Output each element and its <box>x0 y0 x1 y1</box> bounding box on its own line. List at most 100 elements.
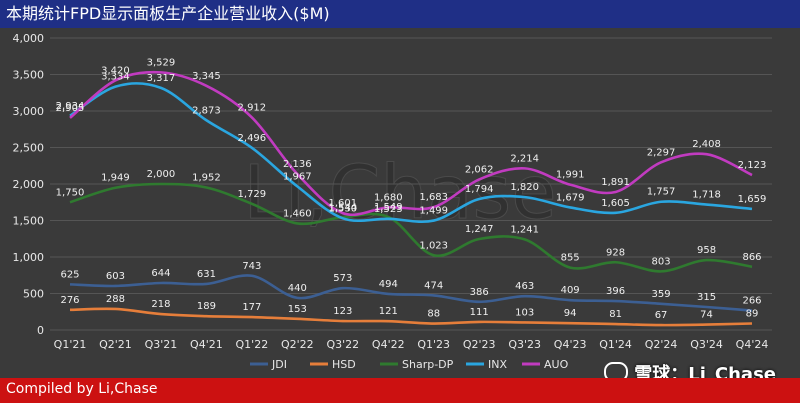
legend-label: AUO <box>544 358 569 371</box>
data-label: 803 <box>652 256 671 267</box>
data-point <box>69 283 72 286</box>
data-label: 1,499 <box>419 206 448 217</box>
data-label: 2,062 <box>465 164 494 175</box>
chart-title: 本期统计FPD显示面板生产企业营业收入($M) <box>0 0 800 28</box>
data-label: 603 <box>106 271 125 282</box>
data-point <box>751 322 754 325</box>
data-label: 88 <box>427 309 440 320</box>
data-label: 2,000 <box>147 169 176 180</box>
data-label: 1,605 <box>601 198 630 209</box>
data-point <box>751 265 754 268</box>
data-label: 89 <box>746 309 759 320</box>
data-point <box>478 300 481 303</box>
data-point <box>205 186 208 189</box>
series-lines <box>69 70 754 327</box>
y-tick-label: 4,000 <box>13 32 45 45</box>
legend-label: INX <box>488 358 507 371</box>
data-point <box>250 116 253 119</box>
data-label: 1,679 <box>556 192 585 203</box>
x-tick-label: Q2'21 <box>99 338 132 351</box>
legend-label: HSD <box>332 358 356 371</box>
data-point <box>69 308 72 311</box>
data-point <box>705 203 708 206</box>
x-tick-label: Q1'23 <box>417 338 450 351</box>
data-point <box>660 161 663 164</box>
data-point <box>159 86 162 89</box>
data-point <box>341 320 344 323</box>
data-point <box>614 323 617 326</box>
x-tick-label: Q3'24 <box>690 338 723 351</box>
x-tick-label: Q4'23 <box>554 338 587 351</box>
data-point <box>159 281 162 284</box>
data-label: 743 <box>242 261 261 272</box>
data-label: 1,794 <box>465 184 494 195</box>
data-point <box>296 222 299 225</box>
data-label: 440 <box>288 283 307 294</box>
y-tick-label: 3,500 <box>13 69 45 82</box>
footer-bar: Compiled by Li,Chase <box>0 378 800 403</box>
data-point <box>614 300 617 303</box>
data-point <box>114 85 117 88</box>
data-label: 396 <box>606 286 625 297</box>
x-tick-label: Q2'22 <box>281 338 314 351</box>
data-label: 631 <box>197 269 216 280</box>
data-label: 1,949 <box>101 173 130 184</box>
data-label: 3,529 <box>147 57 176 68</box>
data-label: 3,317 <box>147 73 176 84</box>
data-point <box>569 322 572 325</box>
data-point <box>432 322 435 325</box>
data-point <box>660 324 663 327</box>
series-line-auo <box>69 70 753 217</box>
data-label: 189 <box>197 301 216 312</box>
data-label: 1,023 <box>419 240 448 251</box>
data-point <box>250 316 253 319</box>
data-point <box>478 178 481 181</box>
footer-credit: Compiled by Li,Chase <box>6 381 158 397</box>
data-label: 1,750 <box>56 187 85 198</box>
x-tick-label: Q1'22 <box>236 338 269 351</box>
data-point <box>705 153 708 156</box>
data-label: 315 <box>697 292 716 303</box>
data-label: 494 <box>379 279 398 290</box>
data-point <box>114 307 117 310</box>
data-point <box>114 186 117 189</box>
legend: JDI HSD Sharp-DP INX AUO <box>250 358 569 371</box>
y-tick-label: 2,000 <box>13 178 45 191</box>
data-label: 2,136 <box>283 159 312 170</box>
data-point <box>705 306 708 309</box>
y-axis: 0 500 1,000 1,500 2,000 2,500 3,000 3,500 4,000 <box>13 32 45 337</box>
data-point <box>523 238 526 241</box>
data-label: 1,544 <box>328 202 357 213</box>
x-tick-label: Q3'22 <box>326 338 359 351</box>
y-tick-label: 1,000 <box>13 251 45 264</box>
data-point <box>69 201 72 204</box>
data-label: 866 <box>742 252 761 263</box>
y-tick-label: 500 <box>23 288 44 301</box>
data-point <box>69 116 72 119</box>
data-label: 386 <box>470 287 489 298</box>
data-label: 94 <box>564 308 577 319</box>
data-point <box>341 287 344 290</box>
data-point <box>569 266 572 269</box>
data-label: 1,718 <box>692 190 721 201</box>
legend-label: Sharp-DP <box>402 358 454 371</box>
data-point <box>205 282 208 285</box>
data-label: 2,496 <box>238 133 267 144</box>
data-label: 928 <box>606 247 625 258</box>
data-labels: 625 603 644 631 743 440 573 494 474 386 463 409 396 3… <box>56 57 767 321</box>
data-label: 121 <box>379 306 398 317</box>
series-line-inx <box>69 82 753 224</box>
data-label: 409 <box>561 285 580 296</box>
x-tick-label: Q3'23 <box>508 338 541 351</box>
data-label: 218 <box>151 299 170 310</box>
data-label: 3,334 <box>101 72 130 83</box>
x-tick-label: Q2'23 <box>463 338 496 351</box>
data-point <box>478 237 481 240</box>
data-label: 1,241 <box>510 224 539 235</box>
data-label: 474 <box>424 280 443 291</box>
data-point <box>296 185 299 188</box>
data-point <box>205 315 208 318</box>
data-label: 1,601 <box>328 198 357 209</box>
data-point <box>751 174 754 177</box>
